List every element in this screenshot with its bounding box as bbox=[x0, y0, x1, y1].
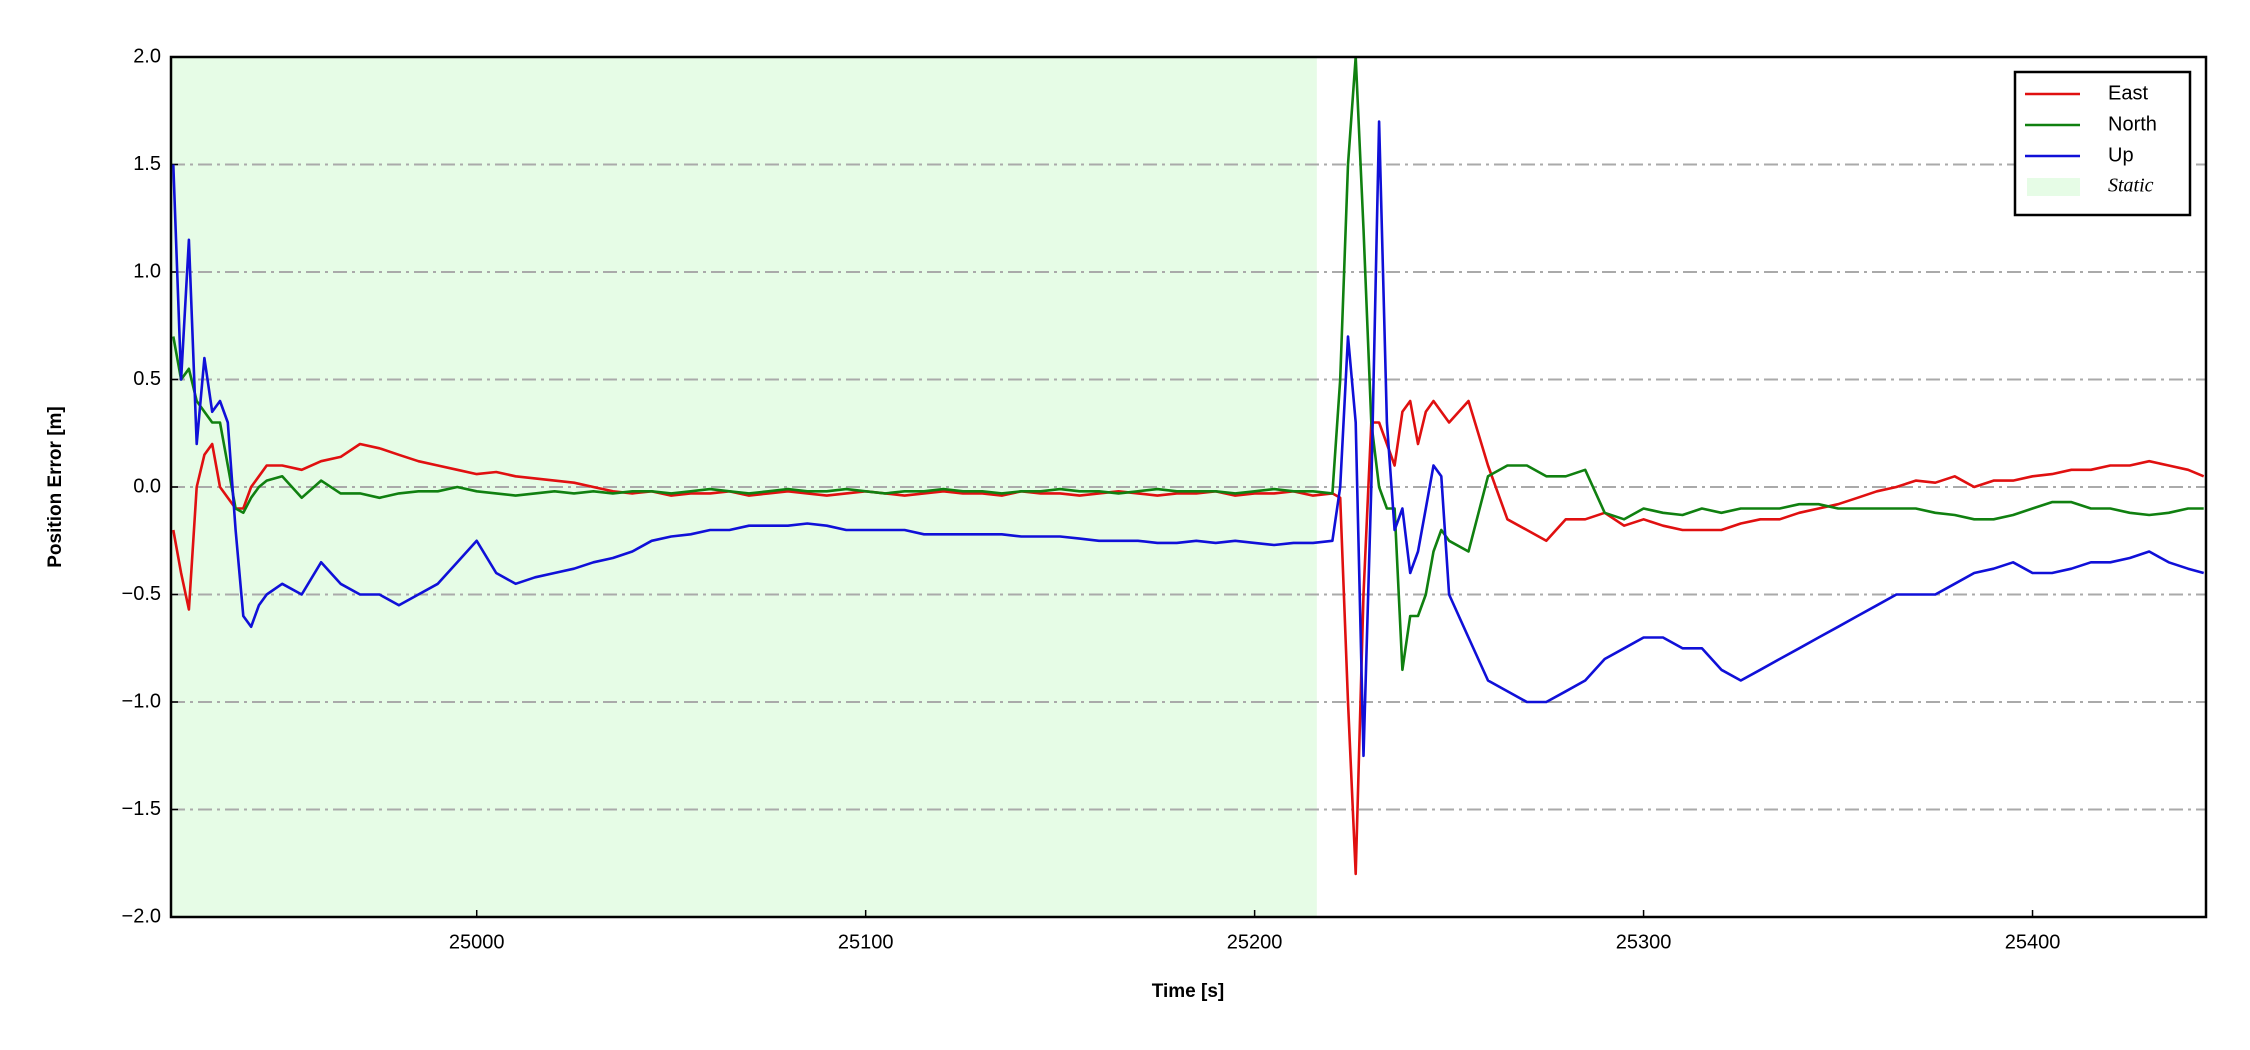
legend-swatch bbox=[2027, 178, 2080, 196]
y-tick-label: −0.5 bbox=[122, 583, 161, 605]
x-tick-label: 25400 bbox=[2005, 931, 2061, 953]
y-tick-label: −1.0 bbox=[122, 690, 161, 712]
y-tick-label: 1.0 bbox=[133, 260, 161, 282]
y-tick-label: −2.0 bbox=[122, 905, 161, 927]
legend-label: Up bbox=[2108, 144, 2134, 166]
series-line bbox=[172, 120, 2205, 758]
plot-frame bbox=[169, 55, 2208, 919]
x-axis-label: Time [s] bbox=[1152, 981, 1225, 1002]
legend-label: East bbox=[2108, 82, 2148, 104]
y-tick-label: 0.5 bbox=[133, 368, 161, 390]
x-tick-label: 25100 bbox=[838, 931, 894, 953]
series-line bbox=[172, 57, 2204, 672]
legend-label: North bbox=[2108, 113, 2157, 135]
y-tick-label: 2.0 bbox=[133, 45, 161, 67]
x-tick-label: 25000 bbox=[449, 931, 505, 953]
x-tick-label: 25200 bbox=[1227, 931, 1283, 953]
y-tick-label: −1.5 bbox=[122, 798, 161, 820]
legend-label: Static bbox=[2108, 175, 2154, 197]
x-tick-label: 25300 bbox=[1616, 931, 1672, 953]
y-tick-label: 0.0 bbox=[133, 475, 161, 497]
y-tick-label: 1.5 bbox=[133, 153, 161, 175]
y-axis-label: Position Error [m] bbox=[45, 406, 66, 568]
